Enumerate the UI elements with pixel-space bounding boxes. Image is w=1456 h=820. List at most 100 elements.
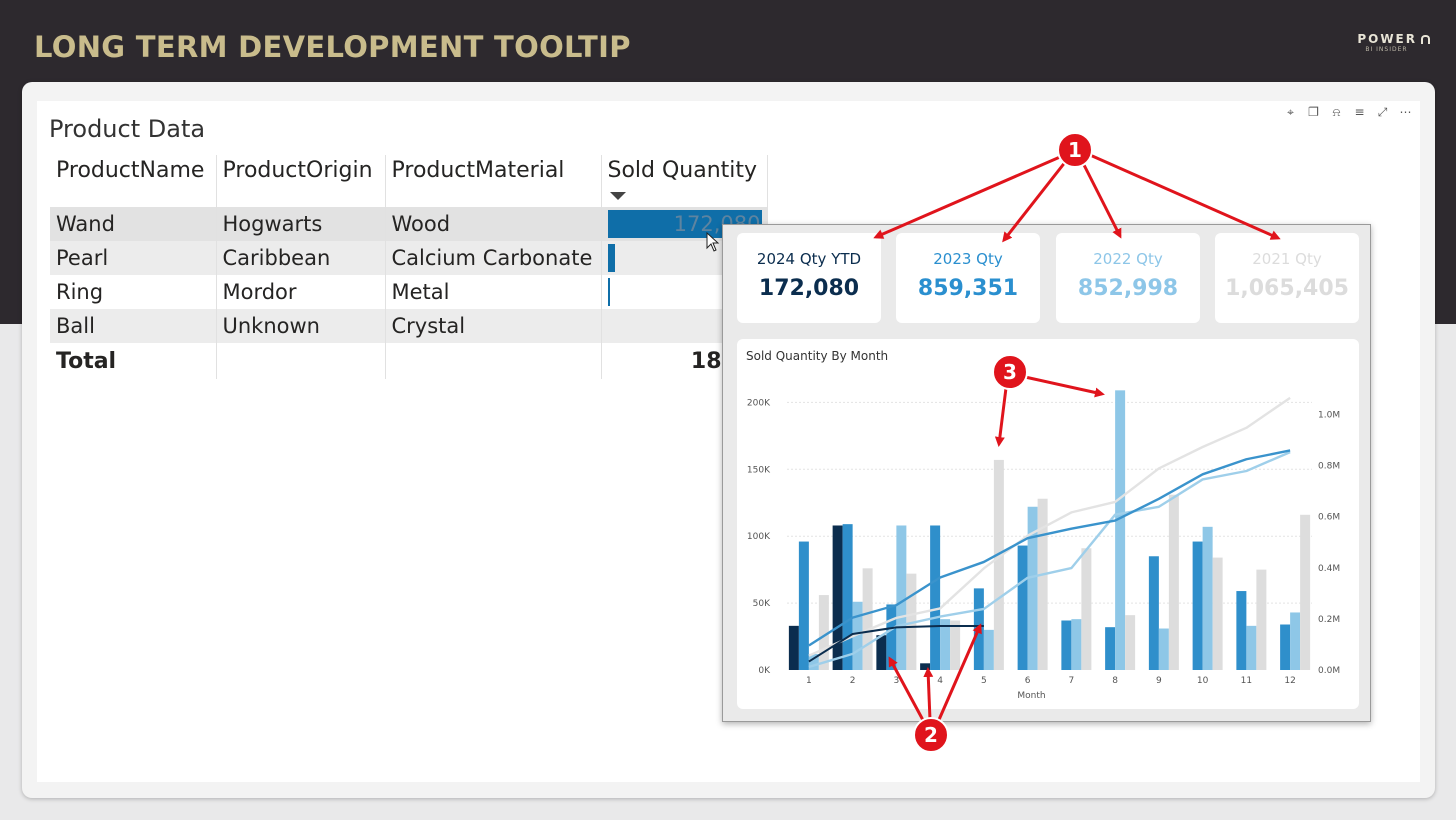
bar-2021-month-4 bbox=[950, 620, 961, 670]
y2-tick-label: 0.6M bbox=[1318, 513, 1340, 523]
chart-title: Sold Quantity By Month bbox=[746, 349, 889, 363]
filter-icon[interactable]: ≡ bbox=[1354, 105, 1365, 119]
cell-productorigin[interactable]: Caribbean bbox=[216, 241, 386, 275]
bar-2022-month-6 bbox=[1027, 506, 1038, 670]
cell-productmaterial[interactable]: Crystal bbox=[385, 309, 602, 343]
sold-quantity-chart: 0K 50K 100K 150K 200K 0.0M 0.2M 0.4M 0.6M 0.8M 1.0… bbox=[747, 390, 1340, 701]
bar-2023-month-8 bbox=[1105, 627, 1116, 670]
column-header-productorigin[interactable]: ProductOrigin bbox=[216, 155, 386, 207]
cell-productorigin[interactable]: Unknown bbox=[216, 309, 386, 343]
kpi-card-2023: 2023 Qty 859,351 bbox=[896, 233, 1040, 323]
brand-mark: POWER bbox=[1357, 32, 1430, 46]
y-tick-label: 100K bbox=[747, 532, 771, 542]
y2-tick-label: 1.0M bbox=[1318, 411, 1340, 421]
y2-tick-label: 0.2M bbox=[1318, 615, 1340, 625]
bar-2024-month-4 bbox=[920, 663, 931, 670]
cumulative-line-2023 bbox=[808, 449, 1291, 647]
brand-logo: POWER BI INSIDER bbox=[1357, 32, 1430, 53]
bar-2021-month-10 bbox=[1212, 557, 1223, 670]
bar-2023-month-7 bbox=[1061, 620, 1072, 670]
kpi-label-2024: 2024 Qty YTD bbox=[756, 250, 862, 268]
y-tick-label: 50K bbox=[753, 599, 771, 609]
x-tick-label: 12 bbox=[1284, 676, 1295, 686]
x-tick-label: 4 bbox=[937, 676, 943, 686]
cell-productorigin[interactable]: Hogwarts bbox=[216, 207, 386, 241]
bar-2021-month-12 bbox=[1300, 514, 1311, 670]
long-term-tooltip: 2024 Qty YTD 172,080 2023 Qty 859,351 20… bbox=[722, 224, 1371, 722]
copy-icon[interactable]: ❐ bbox=[1308, 105, 1319, 119]
bar-2023-month-6 bbox=[1017, 545, 1028, 670]
kpi-label-2022: 2022 Qty bbox=[1093, 250, 1163, 268]
column-header-productmaterial[interactable]: ProductMaterial bbox=[385, 155, 602, 207]
product-table: ProductName ProductOrigin ProductMateria… bbox=[50, 155, 768, 379]
x-axis-label: Month bbox=[1017, 691, 1045, 701]
x-tick-label: 5 bbox=[981, 676, 987, 686]
kpi-value-2023: 859,351 bbox=[917, 276, 1019, 301]
total-empty-cell bbox=[385, 343, 602, 379]
table-title: Product Data bbox=[49, 115, 206, 143]
bar-2022-month-5 bbox=[983, 629, 994, 670]
kpi-value-2024: 172,080 bbox=[758, 276, 860, 301]
bar-2021-month-2 bbox=[862, 568, 873, 670]
x-tick-label: 7 bbox=[1069, 676, 1075, 686]
cell-productmaterial[interactable]: Calcium Carbonate bbox=[385, 241, 602, 275]
bar-2023-month-11 bbox=[1236, 591, 1247, 670]
x-tick-label: 8 bbox=[1112, 676, 1118, 686]
bar-2021-month-6 bbox=[1037, 498, 1048, 670]
kpi-label-2023: 2023 Qty bbox=[933, 250, 1003, 268]
cell-productorigin[interactable]: Mordor bbox=[216, 275, 386, 309]
x-tick-label: 10 bbox=[1197, 676, 1209, 686]
y2-tick-label: 0.4M bbox=[1318, 564, 1340, 574]
bar-2022-month-2 bbox=[852, 601, 863, 670]
bar-2022-month-3 bbox=[896, 525, 907, 670]
total-row: Total185,3 bbox=[50, 343, 768, 379]
brand-sub-text: BI INSIDER bbox=[1365, 46, 1408, 53]
table-row[interactable]: Wand Hogwarts Wood 172,080 bbox=[50, 207, 768, 241]
kpi-value-2022: 852,998 bbox=[1077, 276, 1179, 301]
sold-quantity-chart-panel: 0K 50K 100K 150K 200K 0.0M 0.2M 0.4M 0.6M 0.8M 1.0… bbox=[737, 339, 1359, 709]
bar-2023-month-5 bbox=[973, 588, 984, 670]
more-options-icon[interactable]: ⋯ bbox=[1399, 105, 1412, 119]
cell-productname[interactable]: Wand bbox=[50, 207, 217, 241]
bar-2023-month-10 bbox=[1192, 541, 1203, 670]
cell-productname[interactable]: Pearl bbox=[50, 241, 217, 275]
kpi-card-2022: 2022 Qty 852,998 bbox=[1056, 233, 1200, 323]
table-row[interactable]: Ball Unknown Crystal bbox=[50, 309, 768, 343]
cell-productname[interactable]: Ring bbox=[50, 275, 217, 309]
sold-quantity-header-label: Sold Quantity bbox=[607, 158, 758, 183]
visual-header-icons: ⌖ ❐ ⍾ ≡ ⤢ ⋯ bbox=[1284, 105, 1412, 120]
bell-icon[interactable]: ⍾ bbox=[1332, 105, 1341, 119]
y-tick-label: 0K bbox=[758, 666, 771, 676]
pin-icon[interactable]: ⌖ bbox=[1287, 105, 1294, 119]
bar-2023-month-1 bbox=[798, 541, 809, 670]
y-tick-label: 150K bbox=[747, 465, 771, 475]
bar-2022-month-8 bbox=[1115, 390, 1126, 670]
x-tick-label: 11 bbox=[1241, 676, 1252, 686]
cumulative-line-2021 bbox=[808, 396, 1291, 657]
total-label: Total bbox=[50, 343, 217, 379]
column-header-sold-quantity[interactable]: Sold Quantity bbox=[601, 155, 768, 207]
table-row[interactable]: RingMordorMetal2, bbox=[50, 275, 768, 309]
bar-2021-month-8 bbox=[1125, 615, 1136, 670]
sort-descending-icon bbox=[609, 192, 626, 200]
x-tick-label: 1 bbox=[806, 676, 812, 686]
bar-2023-month-4 bbox=[930, 525, 941, 670]
bar-2023-month-2 bbox=[842, 524, 853, 670]
kpi-value-2021: 1,065,405 bbox=[1225, 276, 1349, 301]
brand-main-text: POWER bbox=[1357, 32, 1417, 46]
cell-productmaterial[interactable]: Metal bbox=[385, 275, 602, 309]
cell-productmaterial[interactable]: Wood bbox=[385, 207, 602, 241]
kpi-card-2024: 2024 Qty YTD 172,080 bbox=[737, 233, 881, 323]
y2-tick-label: 0.0M bbox=[1318, 666, 1340, 676]
column-header-productname[interactable]: ProductName bbox=[50, 155, 217, 207]
bar-2022-month-10 bbox=[1202, 526, 1213, 670]
mouse-cursor-icon bbox=[706, 232, 720, 252]
x-tick-label: 9 bbox=[1156, 676, 1162, 686]
bar-2021-month-11 bbox=[1256, 569, 1267, 670]
focus-mode-icon[interactable]: ⤢ bbox=[1377, 105, 1388, 119]
cell-productname[interactable]: Ball bbox=[50, 309, 217, 343]
bar-2024-month-1 bbox=[788, 625, 799, 670]
data-bar bbox=[607, 278, 610, 306]
bar-2021-month-5 bbox=[993, 459, 1004, 670]
